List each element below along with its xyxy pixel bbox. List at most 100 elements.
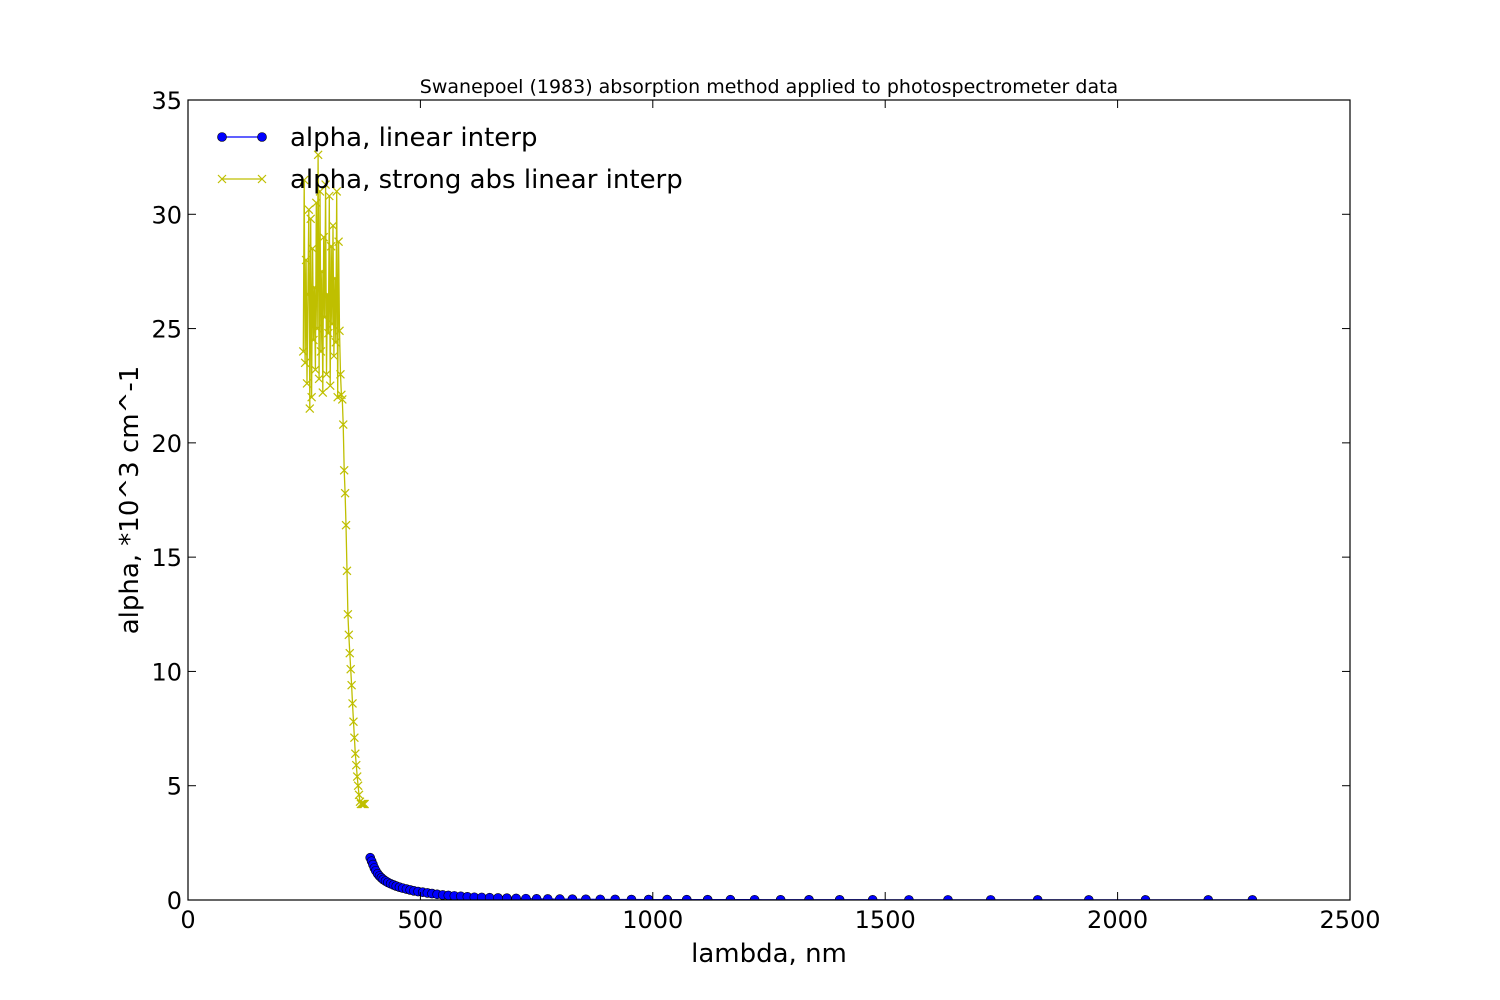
data-point (308, 244, 317, 253)
legend-marker (217, 174, 227, 184)
data-point (320, 312, 330, 322)
y-tick-label: 15 (151, 544, 182, 572)
data-point (315, 187, 325, 196)
data-point (521, 893, 531, 900)
data-point (317, 267, 327, 276)
data-point (345, 648, 355, 658)
x-tick-label: 2500 (1319, 906, 1380, 934)
data-point (581, 894, 591, 900)
legend-marker (257, 132, 267, 142)
data-point (309, 335, 318, 345)
data-point (348, 699, 357, 708)
data-point (312, 324, 322, 333)
data-point (493, 893, 503, 900)
data-point (335, 326, 344, 336)
data-point (542, 894, 553, 900)
data-point (352, 772, 362, 781)
data-point (531, 894, 542, 900)
data-point (358, 799, 368, 809)
y-tick-label: 30 (151, 201, 182, 229)
legend-label: alpha, linear interp (290, 123, 538, 153)
data-point (318, 388, 328, 397)
data-point (350, 749, 360, 759)
data-point (305, 404, 315, 413)
data-point (337, 395, 347, 404)
data-point (322, 369, 331, 379)
data-point (595, 894, 606, 900)
data-point (357, 799, 367, 809)
x-tick-label: 1000 (622, 906, 683, 934)
data-point (298, 347, 308, 356)
legend-label: alpha, strong abs linear interp (290, 165, 683, 195)
data-point (334, 237, 344, 247)
data-point (306, 214, 316, 224)
data-point (326, 241, 336, 251)
data-point (314, 374, 324, 384)
data-point (311, 198, 321, 208)
chart-title: Swanepoel (1983) absorption method appli… (420, 76, 1118, 98)
data-point (347, 680, 357, 690)
x-axis: 0 500 1000 1500 2000 2500 (180, 100, 1381, 934)
data-point (555, 894, 565, 900)
data-point (328, 221, 338, 231)
data-point (502, 893, 512, 900)
series-layer (298, 150, 1258, 900)
y-tick-label: 20 (151, 430, 182, 458)
data-point (343, 609, 353, 619)
data-point (300, 358, 310, 368)
plot-frame (187, 99, 1351, 901)
data-point (319, 232, 329, 242)
data-point (336, 369, 345, 379)
data-point (307, 392, 317, 402)
series-1 (298, 150, 370, 809)
data-point (325, 381, 335, 391)
series-line (369, 857, 1253, 900)
data-point (359, 799, 369, 809)
data-point (349, 717, 358, 727)
legend-marker (257, 174, 267, 184)
x-tick-label: 2000 (1087, 906, 1148, 934)
legend-item: alpha, strong abs linear interp (217, 165, 683, 195)
data-point (299, 175, 309, 185)
data-point (331, 337, 341, 347)
x-tick-label: 500 (397, 906, 443, 934)
y-tick-label: 35 (151, 87, 182, 115)
series-0 (365, 852, 1258, 900)
data-point (344, 630, 354, 640)
data-point (323, 328, 333, 338)
data-point (302, 379, 312, 388)
y-tick-label: 10 (151, 658, 182, 686)
data-point (310, 283, 319, 292)
data-point (313, 150, 323, 160)
data-point (321, 180, 331, 189)
data-point (324, 191, 334, 201)
x-tick-label: 0 (180, 906, 195, 934)
data-point (511, 893, 521, 900)
y-tick-label: 0 (167, 887, 182, 915)
y-tick-label: 5 (167, 773, 182, 801)
x-axis-label: lambda, nm (691, 939, 847, 969)
data-point (567, 894, 578, 900)
data-point (330, 273, 340, 283)
data-point (323, 289, 332, 299)
data-point (332, 187, 342, 196)
y-axis: 0 5 10 15 20 25 30 35 (151, 87, 1350, 915)
data-point (351, 760, 361, 770)
data-point (327, 319, 337, 329)
data-point (310, 365, 320, 375)
data-point (338, 420, 348, 429)
data-point (329, 351, 339, 361)
data-point (356, 799, 366, 809)
data-point (301, 255, 311, 265)
data-point (342, 566, 352, 576)
y-axis-label: alpha, *10^3 cm^-1 (115, 366, 145, 635)
data-point (360, 799, 370, 809)
data-point (353, 781, 363, 791)
data-point (349, 733, 359, 743)
data-point (340, 488, 350, 498)
legend-marker (217, 132, 227, 142)
y-tick-label: 25 (151, 316, 182, 344)
data-point (484, 892, 495, 900)
data-point (304, 205, 314, 215)
